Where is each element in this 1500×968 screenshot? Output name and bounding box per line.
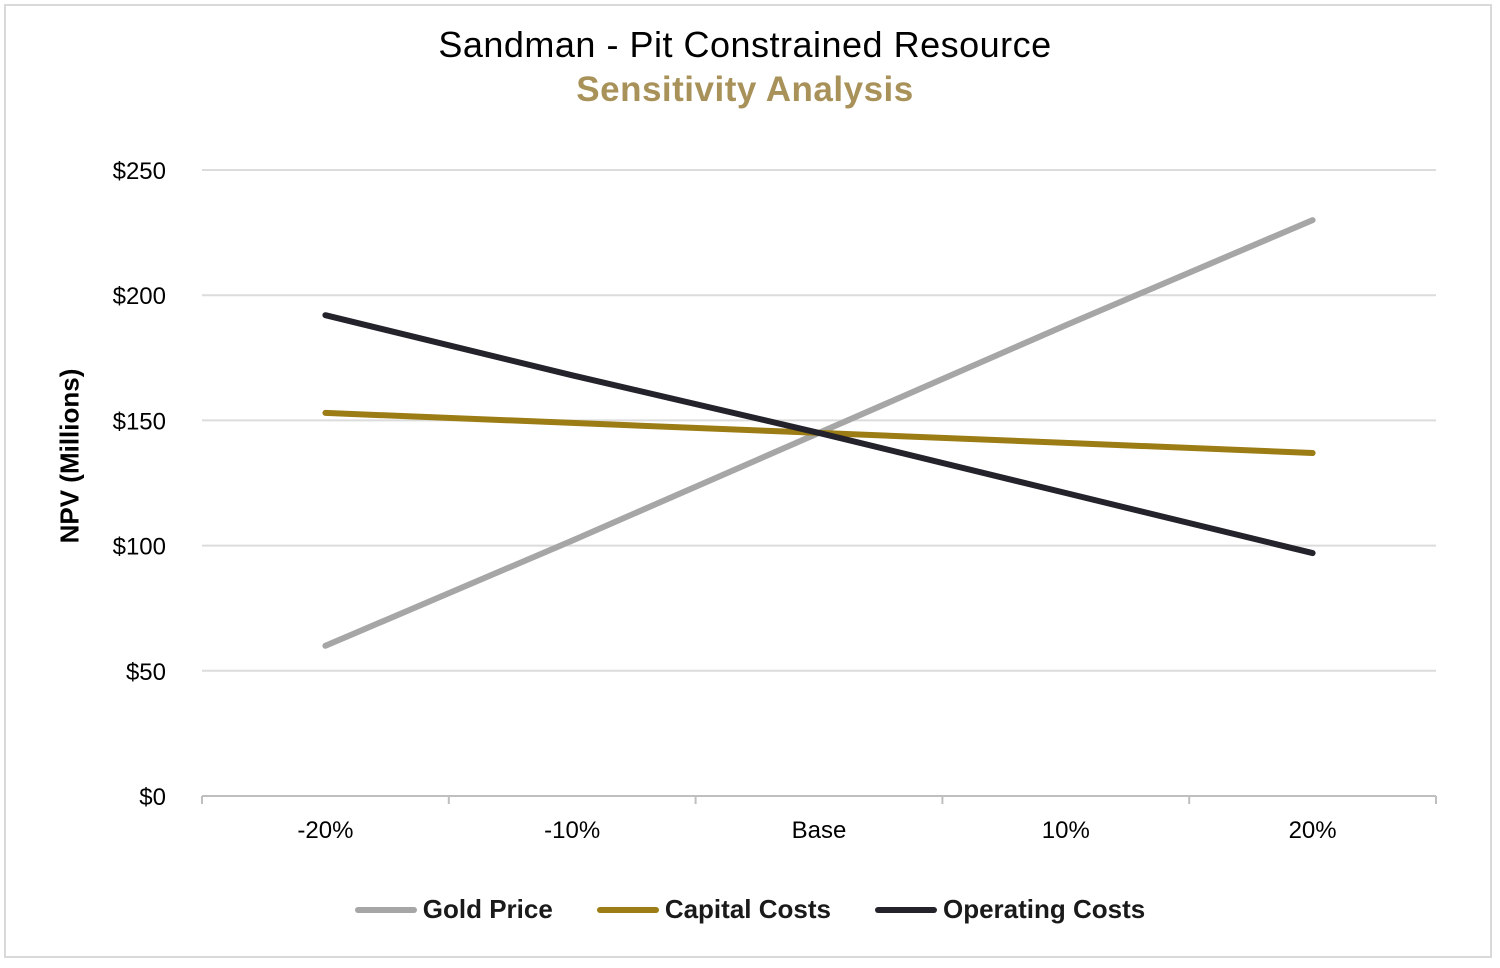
y-tick-label: $250 — [113, 158, 166, 185]
legend-item-gold-price: Gold Price — [354, 894, 553, 925]
legend-label: Capital Costs — [664, 894, 831, 924]
legend-swatch — [874, 906, 937, 913]
legend-label: Gold Price — [422, 894, 553, 924]
y-tick-labels: $0 $50 $100 $150 $200 $250 — [113, 158, 166, 811]
x-tick-label: -10% — [544, 817, 600, 844]
legend-item-operating-costs: Operating Costs — [874, 894, 1146, 925]
x-tick-label: 10% — [1042, 817, 1090, 844]
y-tick-label: $150 — [113, 408, 166, 435]
legend-item-capital-costs: Capital Costs — [596, 894, 831, 925]
y-tick-label: $100 — [113, 534, 166, 561]
y-tick-label: $50 — [126, 659, 166, 686]
chart-subtitle: Sensitivity Analysis — [576, 70, 914, 109]
y-tick-label: $200 — [113, 283, 166, 310]
gridlines — [202, 169, 1436, 672]
series-line-operating-costs — [322, 312, 1316, 557]
x-tick-labels: -20% -10% Base 10% 20% — [297, 817, 1336, 844]
y-tick-label: $0 — [139, 784, 166, 811]
legend: Gold Price Capital Costs Operating Costs — [0, 894, 1500, 925]
legend-swatch — [354, 906, 417, 913]
legend-swatch — [596, 906, 659, 913]
legend-label: Operating Costs — [942, 894, 1146, 924]
chart-frame — [4, 4, 1492, 958]
x-tick-label: 20% — [1289, 817, 1337, 844]
x-axis — [201, 795, 1437, 804]
x-tick-label: -20% — [297, 817, 353, 844]
chart-title: Sandman - Pit Constrained Resource — [438, 24, 1052, 65]
series-lines — [322, 217, 1316, 649]
x-tick-label: Base — [792, 817, 847, 844]
